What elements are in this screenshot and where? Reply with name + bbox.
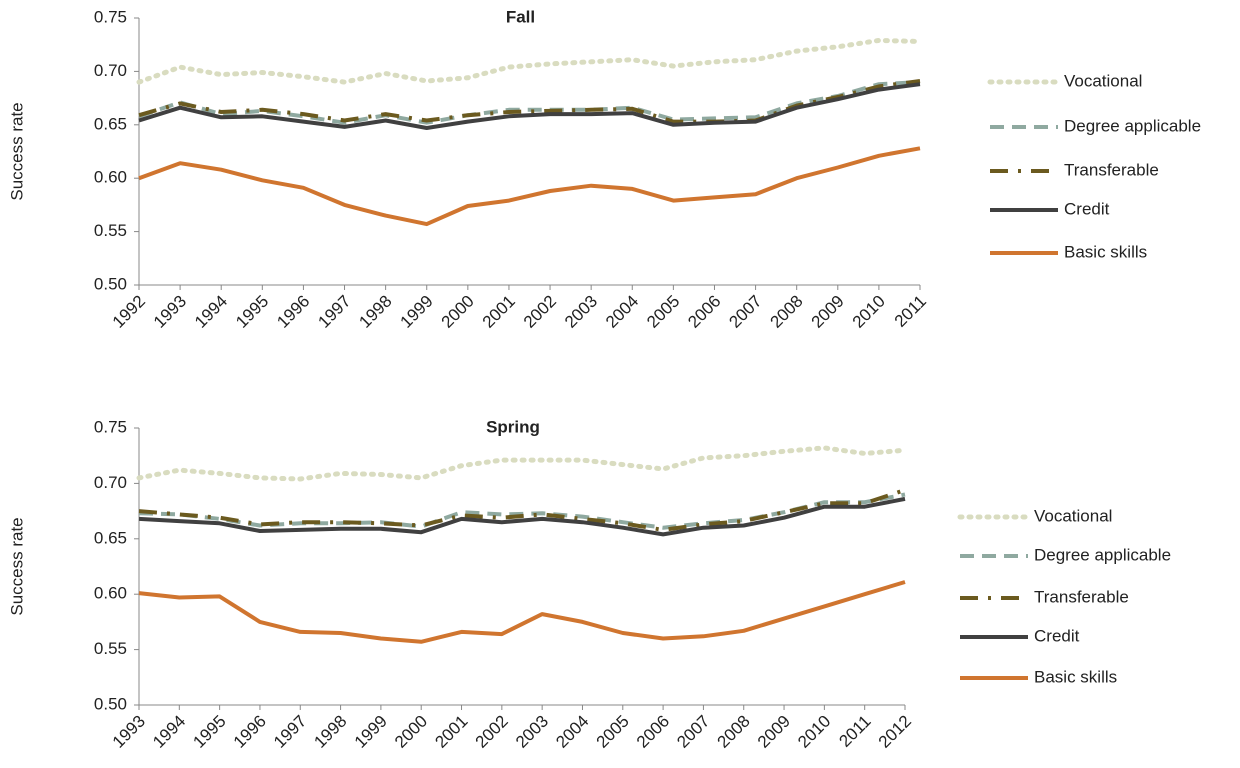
x-tick-label: 2008 xyxy=(714,712,754,752)
x-tick-label: 2012 xyxy=(875,712,915,752)
x-tick-label: 2006 xyxy=(633,712,673,752)
x-tick-label: 1994 xyxy=(149,712,189,752)
series-line xyxy=(138,488,906,532)
x-tick-label: 2005 xyxy=(643,292,683,332)
y-tick-label: 0.60 xyxy=(94,168,127,187)
x-tick-label: 2004 xyxy=(552,712,592,752)
x-tick-label: 2011 xyxy=(835,712,874,751)
x-tick-label: 1995 xyxy=(189,712,229,752)
x-tick-label: 2002 xyxy=(520,292,560,332)
x-tick-label: 2010 xyxy=(849,292,889,332)
x-tick-label: 1994 xyxy=(191,292,231,332)
y-axis-label: Success rate xyxy=(7,102,26,200)
x-tick-label: 1993 xyxy=(109,712,149,752)
legend-label: Vocational xyxy=(1064,71,1142,90)
series-line xyxy=(138,82,921,130)
y-tick-label: 0.70 xyxy=(94,473,127,492)
x-tick-label: 2000 xyxy=(438,292,478,332)
x-tick-label: 1993 xyxy=(150,292,190,332)
x-tick-label: 2003 xyxy=(561,292,601,332)
chart-title: Fall xyxy=(506,7,535,26)
x-tick-label: 2010 xyxy=(794,712,834,752)
x-tick-label: 1998 xyxy=(310,712,350,752)
x-tick-label: 2001 xyxy=(479,292,519,332)
y-axis-label: Success rate xyxy=(7,517,26,615)
x-tick-label: 2006 xyxy=(684,292,724,332)
legend-label: Basic skills xyxy=(1064,242,1147,261)
y-tick-label: 0.70 xyxy=(94,61,127,80)
x-tick-label: 1999 xyxy=(351,712,391,752)
series-line xyxy=(136,445,908,482)
x-tick-label: 2004 xyxy=(602,292,642,332)
legend-label: Credit xyxy=(1034,626,1080,645)
x-tick-label: 1997 xyxy=(314,292,354,332)
legend-label: Basic skills xyxy=(1034,667,1117,686)
legend-label: Transferable xyxy=(1034,587,1129,606)
legend-label: Degree applicable xyxy=(1064,116,1201,135)
x-tick-label: 2000 xyxy=(391,712,431,752)
y-tick-label: 0.75 xyxy=(94,7,127,26)
x-tick-label: 1997 xyxy=(270,712,310,752)
series-line xyxy=(138,146,921,227)
x-tick-label: 1996 xyxy=(273,292,313,332)
x-tick-label: 2005 xyxy=(593,712,633,752)
x-tick-label: 2011 xyxy=(891,292,930,331)
y-tick-label: 0.55 xyxy=(94,221,127,240)
series-line xyxy=(138,496,906,537)
legend-label: Transferable xyxy=(1064,160,1159,179)
x-tick-label: 1995 xyxy=(232,292,272,332)
x-tick-label: 2007 xyxy=(725,292,765,332)
chart-title: Spring xyxy=(486,417,540,436)
x-tick-label: 2009 xyxy=(808,292,848,332)
x-tick-label: 1998 xyxy=(355,292,395,332)
x-tick-label: 1992 xyxy=(109,292,149,332)
series-line xyxy=(138,580,906,644)
y-tick-label: 0.55 xyxy=(94,639,127,658)
x-tick-label: 1999 xyxy=(397,292,437,332)
y-tick-label: 0.75 xyxy=(94,417,127,436)
y-tick-label: 0.50 xyxy=(94,694,127,713)
x-tick-label: 2003 xyxy=(512,712,552,752)
y-tick-label: 0.50 xyxy=(94,274,127,293)
legend-label: Degree applicable xyxy=(1034,545,1171,564)
series-line xyxy=(136,37,923,85)
x-tick-label: 2001 xyxy=(431,712,471,752)
y-tick-label: 0.60 xyxy=(94,584,127,603)
x-tick-label: 2008 xyxy=(767,292,807,332)
x-tick-label: 1996 xyxy=(230,712,270,752)
y-tick-label: 0.65 xyxy=(94,114,127,133)
x-tick-label: 2009 xyxy=(754,712,794,752)
legend-label: Vocational xyxy=(1034,506,1112,525)
x-tick-label: 2002 xyxy=(472,712,512,752)
y-tick-label: 0.65 xyxy=(94,528,127,547)
x-tick-label: 2007 xyxy=(673,712,713,752)
legend-label: Credit xyxy=(1064,199,1110,218)
